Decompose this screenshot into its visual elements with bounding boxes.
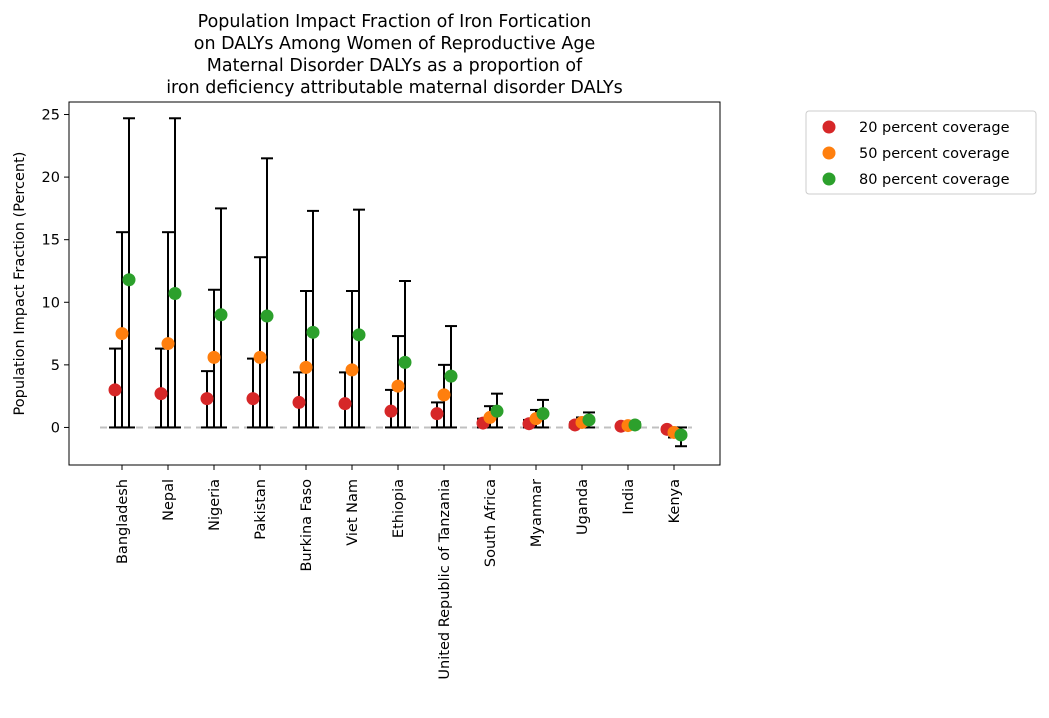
data-point bbox=[207, 350, 221, 364]
y-tick-label: 10 bbox=[42, 295, 60, 311]
data-point bbox=[582, 413, 596, 427]
y-tick-label: 25 bbox=[42, 108, 60, 124]
x-tick-label: Viet Nam bbox=[345, 479, 361, 546]
data-point bbox=[168, 287, 182, 301]
title-line: Population Impact Fraction of Iron Forti… bbox=[198, 12, 592, 32]
data-point bbox=[260, 309, 274, 323]
x-tick-label: Ethiopia bbox=[391, 479, 407, 538]
data-point bbox=[115, 327, 129, 341]
error-bars bbox=[109, 117, 687, 448]
x-tick-label: Uganda bbox=[575, 479, 591, 535]
data-point bbox=[490, 404, 504, 418]
x-tick-label: Nepal bbox=[161, 479, 177, 521]
data-point bbox=[352, 328, 366, 342]
legend-label: 50 percent coverage bbox=[859, 146, 1010, 162]
data-point bbox=[299, 360, 313, 374]
data-point bbox=[628, 418, 642, 432]
data-point bbox=[246, 392, 260, 406]
data-point bbox=[437, 388, 451, 402]
data-point bbox=[430, 407, 444, 421]
data-point bbox=[154, 387, 168, 401]
x-tick-label: Pakistan bbox=[253, 479, 269, 540]
x-axis: Bangladesh Nepal Nigeria Pakistan Burkina Fa… bbox=[115, 465, 683, 680]
legend: 20 percent coverage 50 percent coverage 80… bbox=[805, 110, 1037, 195]
data-point bbox=[253, 350, 267, 364]
x-tick-label: Myanmar bbox=[529, 479, 545, 547]
legend-marker bbox=[822, 120, 836, 134]
y-tick-label: 0 bbox=[51, 420, 60, 436]
x-tick-label: India bbox=[621, 479, 637, 515]
data-point bbox=[345, 363, 359, 377]
data-point bbox=[292, 395, 306, 409]
y-tick-label: 20 bbox=[42, 170, 60, 186]
x-tick-label: Nigeria bbox=[207, 479, 223, 531]
data-point bbox=[674, 428, 688, 442]
legend-label: 80 percent coverage bbox=[859, 172, 1010, 188]
x-tick-label: Burkina Faso bbox=[299, 479, 315, 572]
x-tick-label: United Republic of Tanzania bbox=[437, 479, 453, 680]
y-axis-label: Population Impact Fraction (Percent) bbox=[12, 152, 28, 416]
data-point bbox=[122, 273, 136, 287]
legend-marker bbox=[822, 172, 836, 186]
data-point bbox=[536, 407, 550, 421]
data-point bbox=[398, 355, 412, 369]
legend-marker bbox=[822, 146, 836, 160]
legend-frame bbox=[805, 110, 1037, 195]
x-tick-label: South Africa bbox=[483, 479, 499, 567]
title-line: iron deficiency attributable maternal di… bbox=[166, 78, 623, 98]
data-point bbox=[338, 397, 352, 411]
y-tick-label: 15 bbox=[42, 233, 60, 249]
data-point bbox=[391, 379, 405, 393]
chart-title: Population Impact Fraction of Iron Forti… bbox=[166, 12, 623, 98]
data-point bbox=[108, 383, 122, 397]
data-point bbox=[200, 392, 214, 406]
data-point bbox=[306, 325, 320, 339]
title-line: on DALYs Among Women of Reproductive Age bbox=[194, 34, 596, 54]
data-point bbox=[214, 308, 228, 322]
data-points bbox=[108, 273, 688, 442]
legend-label: 20 percent coverage bbox=[859, 120, 1010, 136]
title-line: Maternal Disorder DALYs as a proportion … bbox=[207, 56, 583, 76]
y-axis: 0 5 10 15 20 25 bbox=[42, 108, 69, 436]
data-point bbox=[444, 369, 458, 383]
plot-frame bbox=[68, 101, 721, 466]
x-tick-label: Kenya bbox=[667, 479, 683, 523]
data-point bbox=[161, 337, 175, 351]
x-tick-label: Bangladesh bbox=[115, 479, 131, 564]
y-tick-label: 5 bbox=[51, 358, 60, 374]
data-point bbox=[384, 404, 398, 418]
